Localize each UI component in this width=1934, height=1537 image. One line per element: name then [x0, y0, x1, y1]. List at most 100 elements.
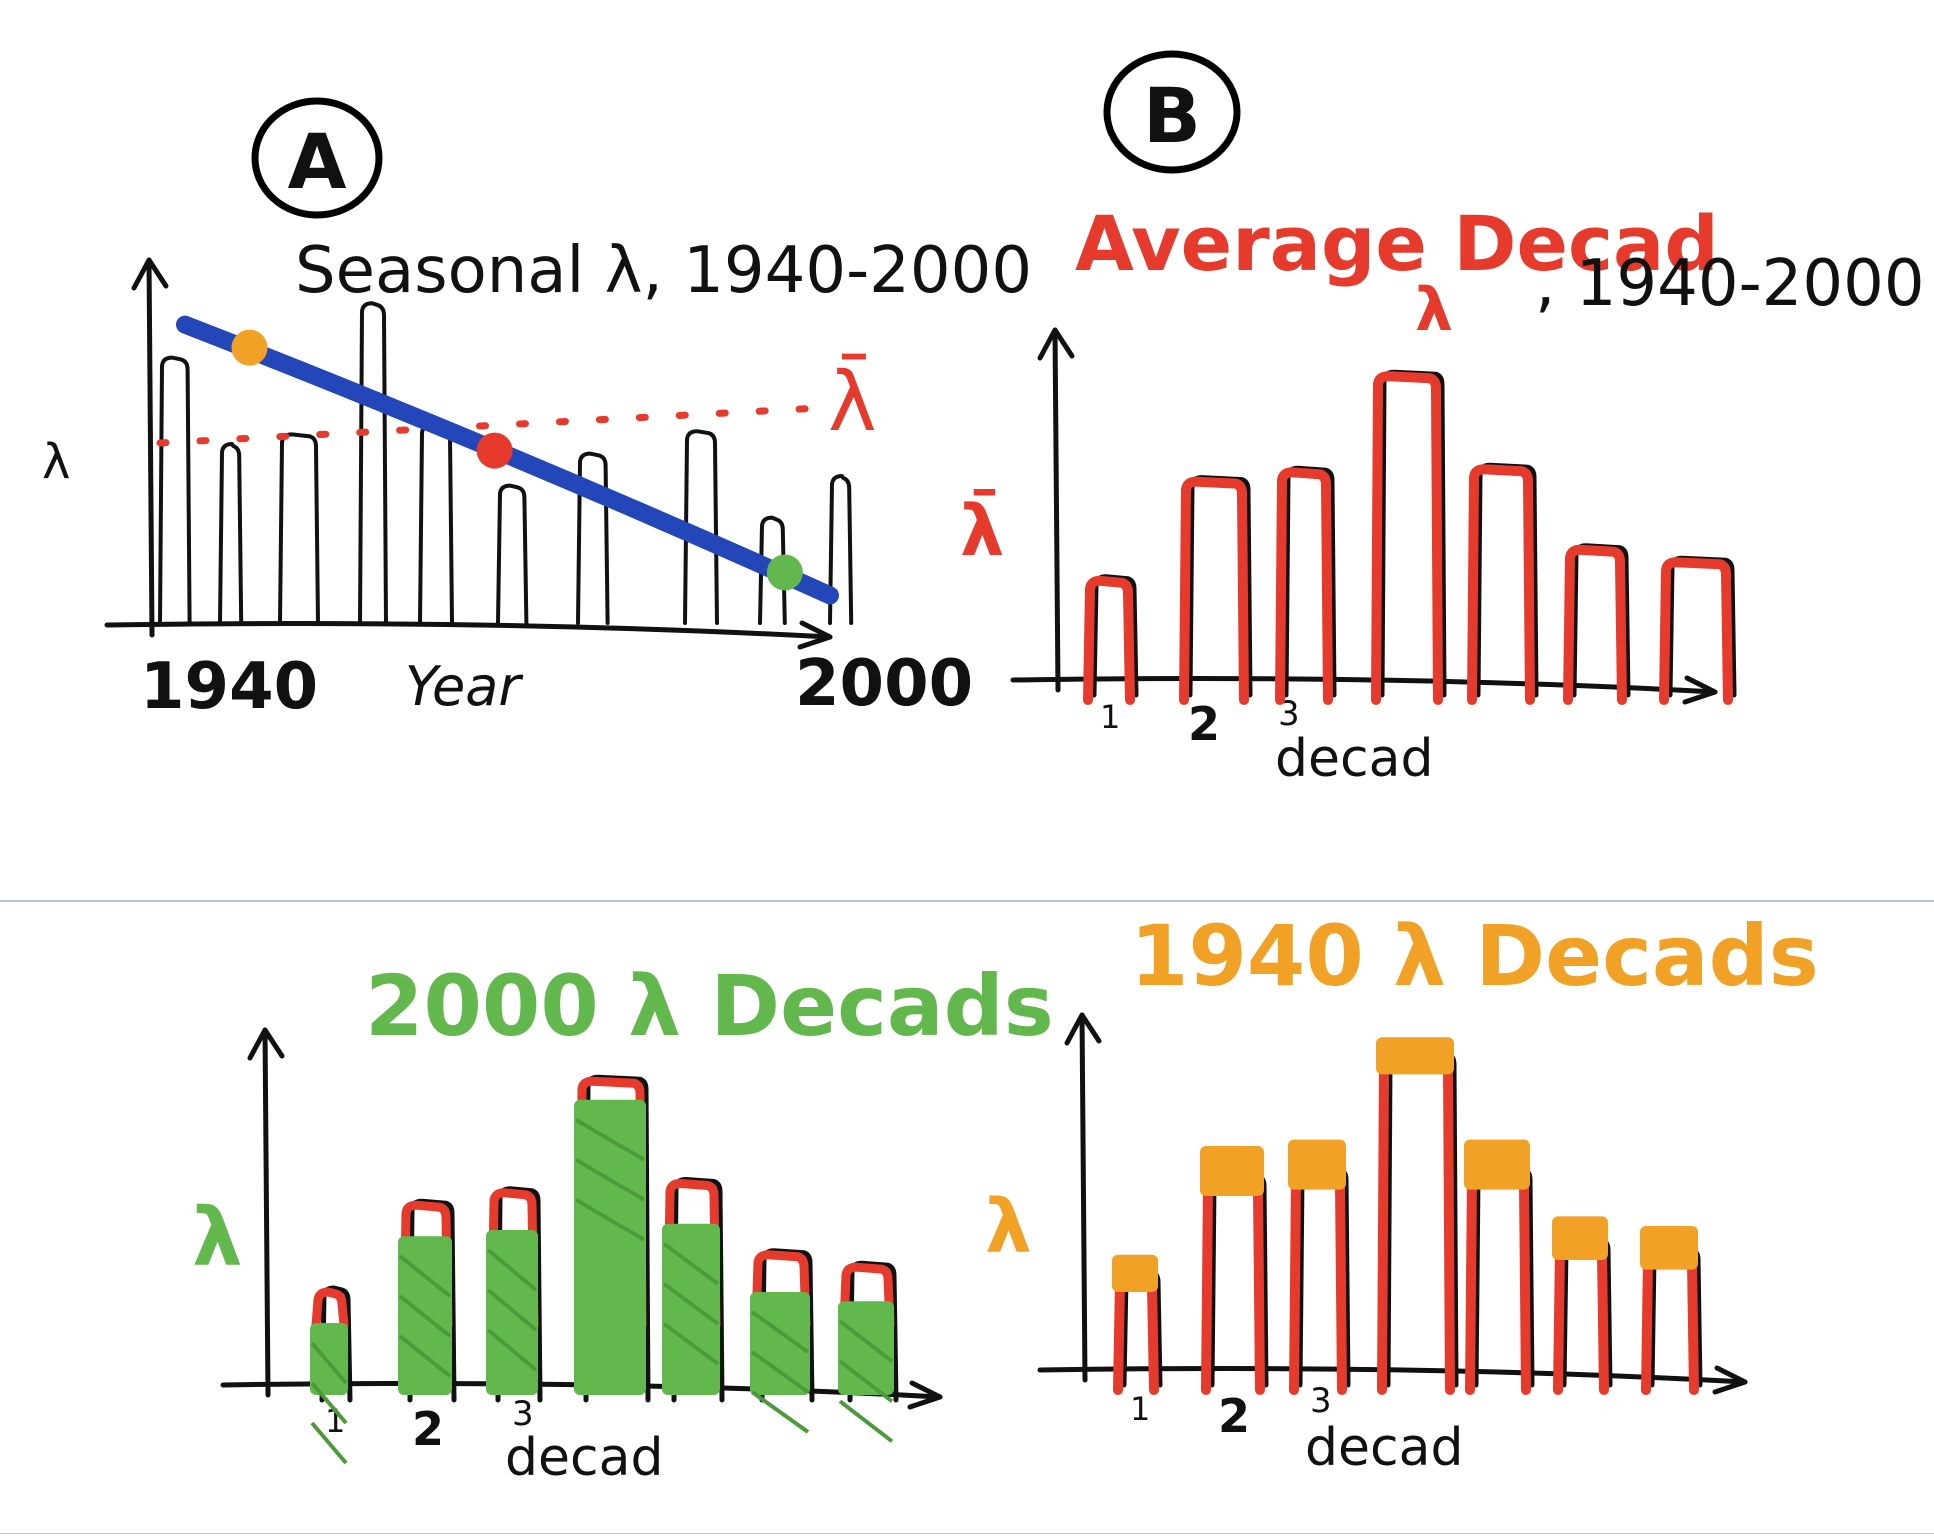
panel-c-bar-hatch: [838, 1359, 894, 1403]
panel-a-bar: [418, 422, 454, 625]
panel-c-bar-hatch: [310, 1421, 348, 1465]
panel-d-y-arrow: [1064, 1012, 1102, 1046]
panel-b-bar: [1563, 544, 1627, 705]
panel-c-avg-cap: [575, 1076, 647, 1330]
panel-a-bar: [496, 483, 529, 625]
panel-c-avg-cap: [663, 1179, 721, 1330]
panel-a-bar: [278, 432, 320, 625]
bottom-divider: [0, 1533, 1934, 1534]
panel-b-x-label: decad: [1275, 729, 1433, 789]
panel-d-bar: [1640, 1226, 1698, 1270]
panel-c-avg-cap: [399, 1200, 453, 1330]
panel-a-bar: [158, 355, 192, 625]
panel-c-bar-hatch: [486, 1288, 538, 1332]
panel-c-bar-hatch: [398, 1254, 452, 1298]
panel-b-y-label: λ̄: [960, 488, 1004, 572]
panel-a-x-start: 1940: [140, 650, 318, 724]
panel-a-mean-label: λ̄: [828, 354, 877, 450]
panel-c-bar-hatch: [662, 1282, 720, 1326]
panel-b-tick-1: 1: [1100, 698, 1120, 736]
panel-b-bar: [1275, 467, 1333, 705]
panel-c-chart: [220, 1027, 943, 1465]
panel-b-chart: [1010, 327, 1737, 705]
panel-d-tick-3: 3: [1310, 1381, 1332, 1421]
panel-a-title: Seasonal λ, 1940-2000: [295, 234, 1032, 308]
panel-c-bar-hatch: [574, 1118, 646, 1162]
panel-c-bar-hatch: [750, 1310, 810, 1354]
panel-c-avg-cap: [751, 1250, 811, 1330]
panel-c-bar-hatch: [310, 1341, 348, 1385]
panel-c-y-label: λ: [192, 1191, 243, 1284]
panel-a-bar: [358, 301, 388, 625]
panel-d-chart: [1037, 1012, 1748, 1395]
panel-c: 2000 λ Decads λ decad 1 2 3: [192, 957, 1054, 1488]
panel-c-tick-2: 2: [412, 1402, 444, 1456]
panel-b-x-axis: [1010, 676, 1718, 695]
panel-c-bar-hatch: [750, 1390, 810, 1434]
panel-c-tick-3: 3: [512, 1394, 534, 1434]
panel-b-y-arrow: [1037, 327, 1075, 361]
panel-a-bar: [218, 442, 244, 625]
panel-d-tick-1: 1: [1130, 1390, 1150, 1428]
panel-a-x-label: Year: [405, 655, 523, 718]
panel-c-tick-1: 1: [325, 1402, 345, 1440]
panel-a-x-arrow: [797, 620, 833, 650]
panel-a-circle: [251, 97, 383, 219]
panel-a-point-1940: [231, 329, 268, 366]
panel-d-tick-2: 2: [1218, 1389, 1250, 1443]
panel-b: B Average Decad λ , 1940-2000 λ̄ decad 1…: [960, 50, 1925, 789]
panel-b-tick-3: 3: [1278, 694, 1300, 734]
panel-b-bar: [1371, 371, 1443, 705]
panel-b-x-arrow: [1682, 675, 1718, 705]
panel-a-y-axis: [146, 257, 155, 638]
panel-b-bar: [1083, 575, 1135, 705]
panel-d-bar: [1112, 1254, 1158, 1292]
panel-a-bar: [576, 451, 610, 625]
panel-c-bar-hatch: [574, 1158, 646, 1202]
panel-c-x-label: decad: [505, 1428, 663, 1488]
panel-c-bar-hatch: [398, 1294, 452, 1338]
panel-a-point-mean: [476, 432, 513, 469]
panel-c-x-arrow: [907, 1380, 943, 1410]
panel-d-bar: [1552, 1216, 1608, 1260]
panel-a-bar: [683, 429, 719, 625]
panel-c-bar-hatch: [662, 1322, 720, 1366]
panel-d-x-axis: [1037, 1366, 1748, 1385]
panel-b-circle-label: B: [1143, 71, 1201, 160]
panel-c-avg-cap: [487, 1188, 539, 1330]
panel-d-bar: [1200, 1146, 1264, 1196]
panel-c-bar-hatch: [838, 1399, 894, 1443]
panel-b-circle: [1103, 50, 1241, 174]
panel-a-bar: [828, 474, 854, 625]
panel-c-title: 2000 λ Decads: [365, 957, 1054, 1055]
panel-a-point-2000: [766, 554, 803, 591]
panel-a-circle-label: A: [288, 117, 347, 206]
panel-b-bar: [1179, 476, 1249, 705]
panel-c-bar: [750, 1292, 810, 1395]
panel-d-title: 1940 λ Decads: [1130, 907, 1819, 1005]
panel-c-y-axis: [262, 1027, 271, 1398]
panel-c-bar-hatch: [486, 1248, 538, 1292]
panel-c-bar-hatch: [486, 1328, 538, 1372]
panel-d-bar: [1464, 1139, 1530, 1190]
panel-b-title: Average Decad: [1075, 199, 1719, 288]
panel-d-bar: [1288, 1139, 1346, 1190]
panel-d-x-arrow: [1712, 1365, 1748, 1395]
panel-a-bar: [758, 515, 787, 625]
panel-d-x-label: decad: [1305, 1418, 1463, 1478]
panel-d-bar: [1376, 1037, 1454, 1075]
panel-c-bar-hatch: [310, 1381, 348, 1425]
panel-b-title-sub: λ: [1415, 275, 1453, 345]
panel-c-bar: [574, 1099, 646, 1395]
panel-b-y-axis: [1052, 327, 1061, 693]
panel-a-x-end: 2000: [795, 647, 973, 721]
panel-c-y-arrow: [247, 1027, 285, 1061]
panel-a-x-axis: [104, 621, 833, 640]
panel-c-avg-cap: [839, 1262, 895, 1330]
panel-c-avg-cap: [311, 1287, 349, 1330]
panel-d-y-axis: [1079, 1012, 1088, 1383]
panel-d-y-label: λ: [985, 1184, 1032, 1270]
horizontal-divider: [0, 900, 1934, 902]
panel-b-bar: [1659, 557, 1733, 705]
